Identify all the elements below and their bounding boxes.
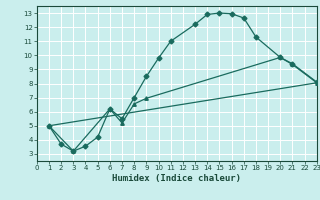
X-axis label: Humidex (Indice chaleur): Humidex (Indice chaleur) [112, 174, 241, 183]
